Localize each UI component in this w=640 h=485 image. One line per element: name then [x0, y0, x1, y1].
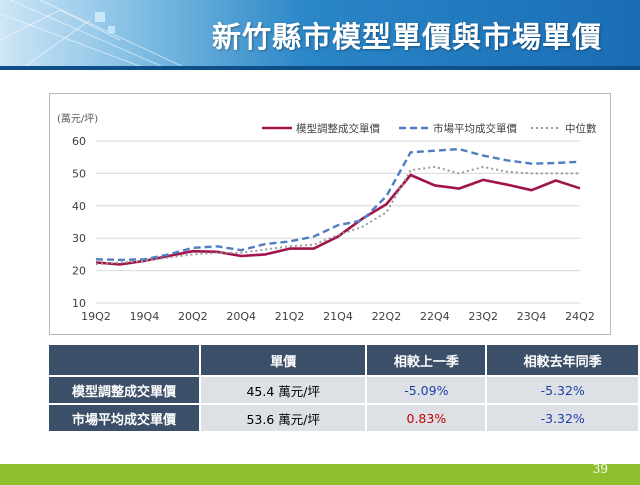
page-number: 39	[592, 462, 608, 476]
price-cell: 53.6 萬元/坪	[200, 404, 368, 433]
header-cell-price: 單價	[200, 345, 368, 377]
price-cell: 45.4 萬元/坪	[200, 376, 368, 405]
header-cell-blank	[49, 345, 202, 377]
qoq-cell: -5.09%	[366, 376, 488, 405]
x-tick-label: 21Q4	[323, 310, 353, 323]
y-tick-label: 50	[72, 167, 86, 180]
header-decoration	[0, 0, 191, 70]
legend-label: 市場平均成交單價	[433, 122, 517, 135]
yoy-cell: -5.32%	[486, 376, 640, 405]
header-cell-qoq: 相較上一季	[366, 345, 488, 377]
table-row: 市場平均成交單價 53.6 萬元/坪 0.83% -3.32%	[49, 404, 640, 433]
x-tick-label: 23Q2	[468, 310, 498, 323]
chart-frame: (萬元/坪) 10 20 30 40 50 60 19Q2 19Q4 20Q2 20Q4 21Q2 2…	[49, 93, 611, 335]
qoq-cell: 0.83%	[366, 404, 488, 433]
y-tick-label: 10	[72, 297, 86, 310]
series-line	[95, 147, 581, 262]
y-unit-label: (萬元/坪)	[57, 112, 98, 125]
table-header-row: 單價 相較上一季 相較去年同季	[49, 345, 640, 377]
series-line	[95, 173, 581, 266]
x-tick-label: 19Q2	[81, 310, 111, 323]
slide-header: 新竹縣市模型單價與市場單價	[0, 0, 640, 70]
x-tick-label: 21Q2	[275, 310, 305, 323]
header-stripe	[0, 66, 640, 70]
x-tick-label: 19Q4	[130, 310, 160, 323]
y-tick-label: 30	[72, 232, 86, 245]
yoy-cell: -3.32%	[486, 404, 640, 433]
x-tick-label: 23Q4	[517, 310, 547, 323]
row-label: 市場平均成交單價	[49, 404, 202, 433]
legend-label: 模型調整成交單價	[296, 122, 380, 135]
price-comparison-table: 單價 相較上一季 相較去年同季 模型調整成交單價 45.4 萬元/坪 -5.09…	[49, 345, 640, 433]
y-tick-label: 40	[72, 200, 86, 213]
x-tick-label: 22Q2	[372, 310, 402, 323]
footer-bar	[0, 464, 640, 485]
x-tick-label: 24Q2	[565, 310, 595, 323]
slide-title: 新竹縣市模型單價與市場單價	[211, 20, 602, 54]
x-tick-label: 20Q2	[178, 310, 208, 323]
price-trend-chart: (萬元/坪) 10 20 30 40 50 60 19Q2 19Q4 20Q2 20Q4 21Q2 2…	[57, 112, 597, 323]
y-tick-label: 20	[72, 265, 86, 278]
x-tick-label: 20Q4	[226, 310, 256, 323]
series-line	[95, 165, 580, 266]
x-tick-label: 22Q4	[420, 310, 450, 323]
table-row: 模型調整成交單價 45.4 萬元/坪 -5.09% -5.32%	[49, 376, 640, 405]
y-tick-label: 60	[72, 135, 86, 148]
row-label: 模型調整成交單價	[49, 376, 202, 405]
legend-label: 中位數	[565, 122, 597, 135]
header-cell-yoy: 相較去年同季	[486, 345, 640, 377]
